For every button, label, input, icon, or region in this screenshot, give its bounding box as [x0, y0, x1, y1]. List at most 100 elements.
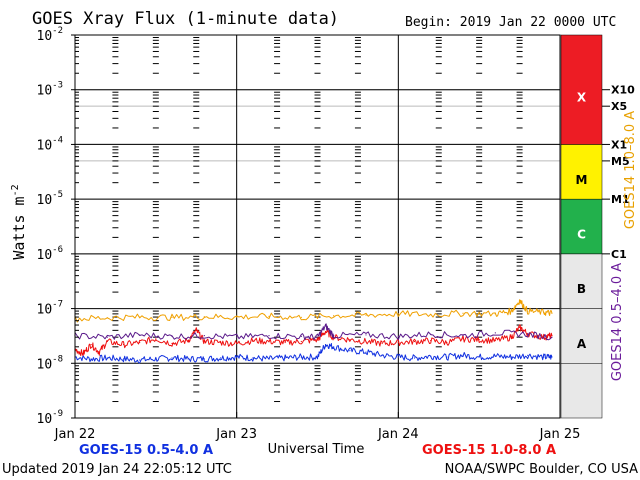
- x-tick-label: Jan 22: [54, 427, 96, 442]
- right-axis-label-goes14-short: GOES14 0.5–4.0 A: [610, 263, 625, 381]
- data-point: [155, 358, 157, 360]
- data-point: [446, 341, 448, 344]
- x-tick-label: Jan 25: [539, 427, 581, 442]
- data-point: [300, 316, 302, 318]
- data-point: [494, 355, 496, 357]
- data-point: [494, 332, 496, 334]
- data-point: [90, 358, 92, 360]
- data-point: [333, 315, 335, 317]
- data-point: [430, 355, 432, 357]
- data-point: [478, 339, 480, 341]
- data-point: [268, 340, 270, 343]
- y-axis-label: Watts m-2: [10, 184, 28, 259]
- class-marker-label: X5: [611, 100, 627, 113]
- plot-background: [75, 35, 560, 418]
- legend-goes15-short: GOES-15 0.5-4.0 A: [79, 443, 213, 458]
- data-point: [494, 313, 496, 315]
- data-point: [252, 357, 254, 359]
- data-point: [252, 339, 254, 342]
- data-point: [268, 335, 270, 337]
- data-point: [365, 340, 367, 343]
- y-tick-label: 10-3: [37, 81, 64, 99]
- data-point: [462, 335, 464, 337]
- data-point: [300, 335, 302, 338]
- data-point: [551, 312, 553, 314]
- data-point: [268, 358, 270, 360]
- data-point: [518, 326, 521, 329]
- flare-class-band: [560, 308, 603, 364]
- data-point: [106, 336, 108, 338]
- plot-area: [74, 34, 561, 419]
- data-point: [300, 356, 302, 358]
- data-point: [316, 339, 319, 341]
- data-point: [203, 358, 205, 360]
- right-axis-label-goes14-long: GOES14 1.0–8.0 A: [623, 111, 638, 229]
- x-axis-label: Universal Time: [268, 442, 365, 457]
- data-point: [122, 343, 125, 346]
- class-marker-label: C1: [611, 248, 627, 261]
- x-tick-label: Jan 24: [377, 427, 419, 442]
- class-marker-label: X10: [611, 84, 635, 97]
- data-point: [139, 341, 141, 344]
- data-point: [349, 339, 351, 341]
- data-point: [171, 357, 173, 359]
- flare-class-label: B: [577, 282, 586, 296]
- data-point: [510, 356, 513, 358]
- data-point: [82, 353, 84, 355]
- data-point: [236, 336, 238, 338]
- data-point: [106, 357, 108, 359]
- data-point: [381, 354, 383, 356]
- data-point: [171, 316, 173, 318]
- data-point: [187, 358, 189, 360]
- data-point: [551, 336, 553, 338]
- flare-class-band: [560, 34, 603, 145]
- data-point: [195, 329, 197, 331]
- data-point: [527, 310, 529, 312]
- data-point: [106, 340, 108, 343]
- data-point: [397, 356, 399, 358]
- class-marker-label: X1: [611, 138, 627, 151]
- y-tick-label: 10-9: [37, 409, 64, 427]
- series-line: [74, 323, 553, 341]
- data-point: [236, 342, 238, 345]
- x-tick-label: Jan 23: [215, 427, 257, 442]
- flare-class-band: [560, 198, 603, 255]
- plot-border: [74, 34, 561, 419]
- data-point: [494, 339, 496, 342]
- data-point: [446, 356, 448, 358]
- data-point: [122, 358, 125, 360]
- data-point: [527, 354, 529, 356]
- y-tick-label: 10-5: [37, 190, 64, 208]
- data-point: [551, 356, 553, 358]
- data-point: [284, 341, 286, 344]
- updated-timestamp: Updated 2019 Jan 24 22:05:12 UTC: [2, 462, 232, 477]
- data-point: [316, 356, 319, 358]
- data-point: [365, 314, 367, 316]
- series-line: [74, 343, 553, 364]
- data-point: [139, 359, 141, 361]
- flare-class-bar: A B C M X X10 X5 X1 M5 M1 C1 GOES14 1.0–8.0 A GOES14…: [560, 34, 638, 419]
- data-point: [236, 356, 238, 358]
- data-point: [236, 316, 238, 318]
- data-point: [413, 357, 416, 359]
- data-point: [268, 315, 270, 317]
- class-marker-label: M5: [611, 155, 630, 168]
- credit-text: NOAA/SWPC Boulder, CO USA: [445, 462, 638, 477]
- y-tick-label: 10-8: [37, 354, 64, 372]
- data-point: [155, 338, 157, 340]
- flare-class-label: M: [576, 173, 588, 187]
- data-point: [219, 357, 222, 359]
- data-point: [139, 316, 141, 318]
- data-point: [300, 340, 302, 343]
- data-point: [324, 325, 327, 327]
- flare-class-label: X: [577, 91, 587, 105]
- data-point: [518, 299, 521, 302]
- data-point: [551, 335, 553, 337]
- data-point: [106, 317, 108, 319]
- y-tick-label: 10-2: [37, 26, 64, 44]
- series-layer: [74, 299, 553, 364]
- flare-class-band: [560, 253, 603, 309]
- class-marker-label: M1: [611, 193, 630, 206]
